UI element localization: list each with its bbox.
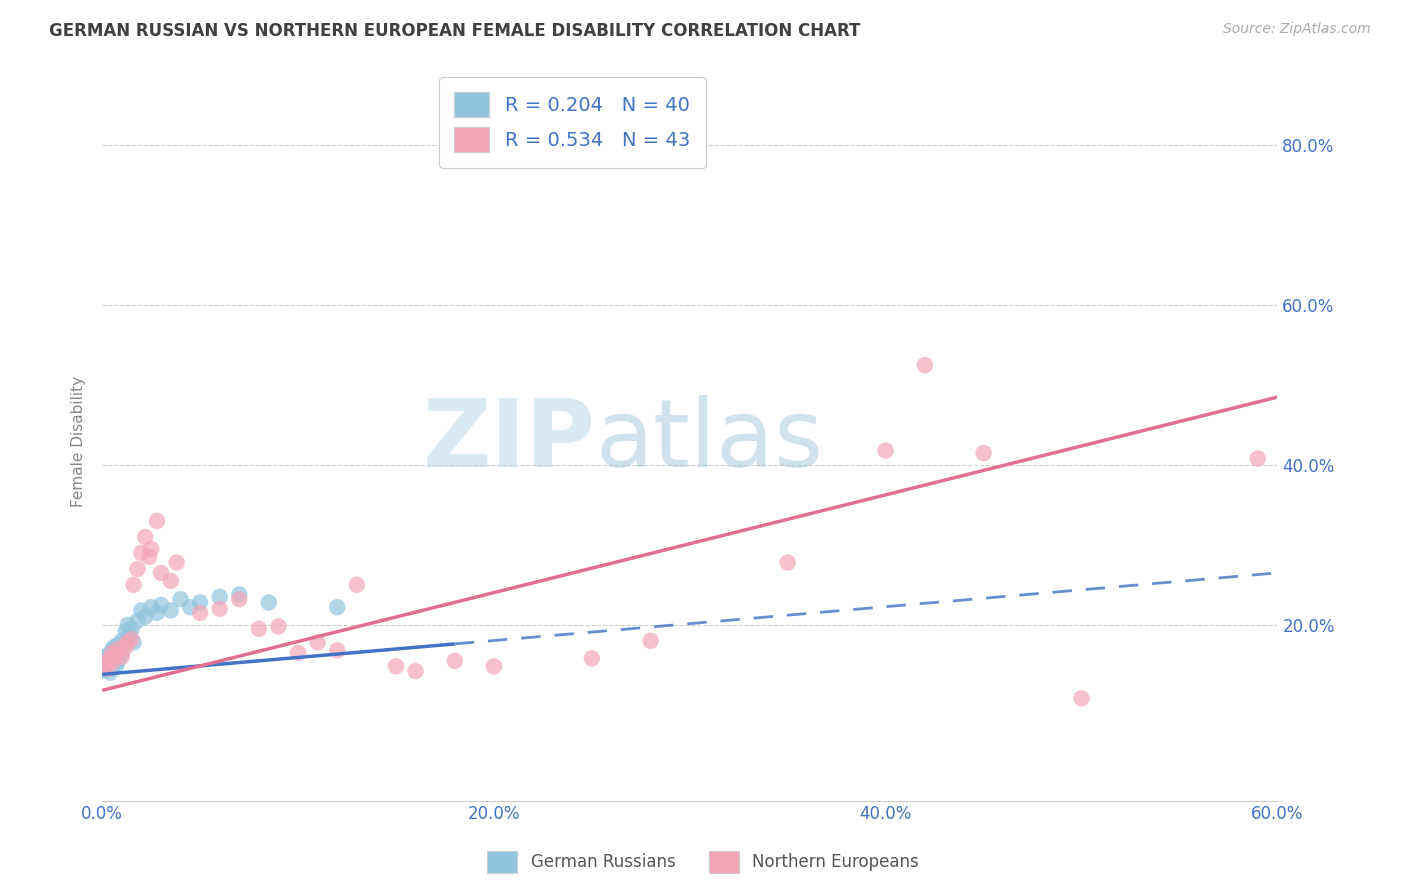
Point: [326, 643, 349, 657]
Legend: German Russians, Northern Europeans: German Russians, Northern Europeans: [481, 845, 925, 880]
Point: [640, 633, 662, 648]
Point: [482, 659, 505, 673]
Point: [93, 659, 115, 673]
Point: [346, 578, 368, 592]
Point: [98, 651, 121, 665]
Point: [179, 600, 201, 615]
Text: Source: ZipAtlas.com: Source: ZipAtlas.com: [1223, 22, 1371, 37]
Point: [122, 635, 145, 649]
Y-axis label: Female Disability: Female Disability: [72, 376, 86, 507]
Point: [93, 664, 115, 678]
Point: [287, 646, 309, 660]
Point: [117, 617, 139, 632]
Point: [98, 665, 121, 680]
Point: [307, 635, 329, 649]
Point: [326, 600, 349, 615]
Text: ZIP: ZIP: [423, 395, 596, 487]
Point: [228, 587, 250, 601]
Legend: R = 0.204   N = 40, R = 0.534   N = 43: R = 0.204 N = 40, R = 0.534 N = 43: [439, 77, 706, 168]
Point: [141, 541, 163, 556]
Point: [111, 646, 134, 660]
Point: [104, 659, 127, 673]
Point: [131, 603, 153, 617]
Text: GERMAN RUSSIAN VS NORTHERN EUROPEAN FEMALE DISABILITY CORRELATION CHART: GERMAN RUSSIAN VS NORTHERN EUROPEAN FEMA…: [49, 22, 860, 40]
Point: [121, 622, 143, 636]
Point: [93, 654, 115, 668]
Point: [103, 651, 125, 665]
Point: [111, 633, 134, 648]
Point: [107, 641, 129, 656]
Point: [159, 574, 181, 588]
Point: [581, 651, 603, 665]
Point: [208, 602, 231, 616]
Point: [149, 566, 172, 580]
Point: [188, 606, 211, 620]
Point: [208, 590, 231, 604]
Point: [146, 514, 169, 528]
Point: [103, 654, 125, 668]
Point: [107, 654, 129, 668]
Point: [443, 654, 465, 668]
Point: [169, 592, 191, 607]
Point: [101, 646, 124, 660]
Point: [104, 648, 127, 663]
Point: [122, 578, 145, 592]
Point: [118, 627, 141, 641]
Point: [385, 659, 408, 673]
Point: [188, 595, 211, 609]
Point: [94, 656, 117, 670]
Point: [914, 358, 936, 372]
Point: [131, 546, 153, 560]
Point: [103, 640, 125, 655]
Point: [875, 443, 897, 458]
Point: [94, 656, 117, 670]
Point: [111, 649, 134, 664]
Point: [104, 646, 127, 660]
Point: [138, 549, 160, 564]
Point: [228, 592, 250, 607]
Point: [114, 624, 136, 639]
Point: [97, 662, 120, 676]
Point: [166, 556, 188, 570]
Point: [101, 643, 124, 657]
Point: [267, 619, 290, 633]
Point: [159, 603, 181, 617]
Point: [127, 614, 149, 628]
Point: [134, 610, 156, 624]
Point: [134, 530, 156, 544]
Point: [127, 562, 149, 576]
Point: [247, 622, 270, 636]
Point: [114, 640, 136, 655]
Point: [257, 595, 280, 609]
Point: [146, 606, 169, 620]
Point: [776, 556, 799, 570]
Point: [405, 664, 427, 678]
Point: [107, 638, 129, 652]
Point: [149, 598, 172, 612]
Point: [973, 446, 995, 460]
Point: [1070, 691, 1092, 706]
Point: [97, 648, 120, 663]
Point: [93, 659, 115, 673]
Text: atlas: atlas: [596, 395, 824, 487]
Point: [101, 662, 124, 676]
Point: [1247, 451, 1270, 466]
Point: [101, 654, 124, 668]
Point: [121, 632, 143, 647]
Point: [108, 641, 131, 656]
Point: [141, 600, 163, 615]
Point: [117, 635, 139, 649]
Point: [97, 662, 120, 676]
Point: [94, 649, 117, 664]
Point: [98, 657, 121, 672]
